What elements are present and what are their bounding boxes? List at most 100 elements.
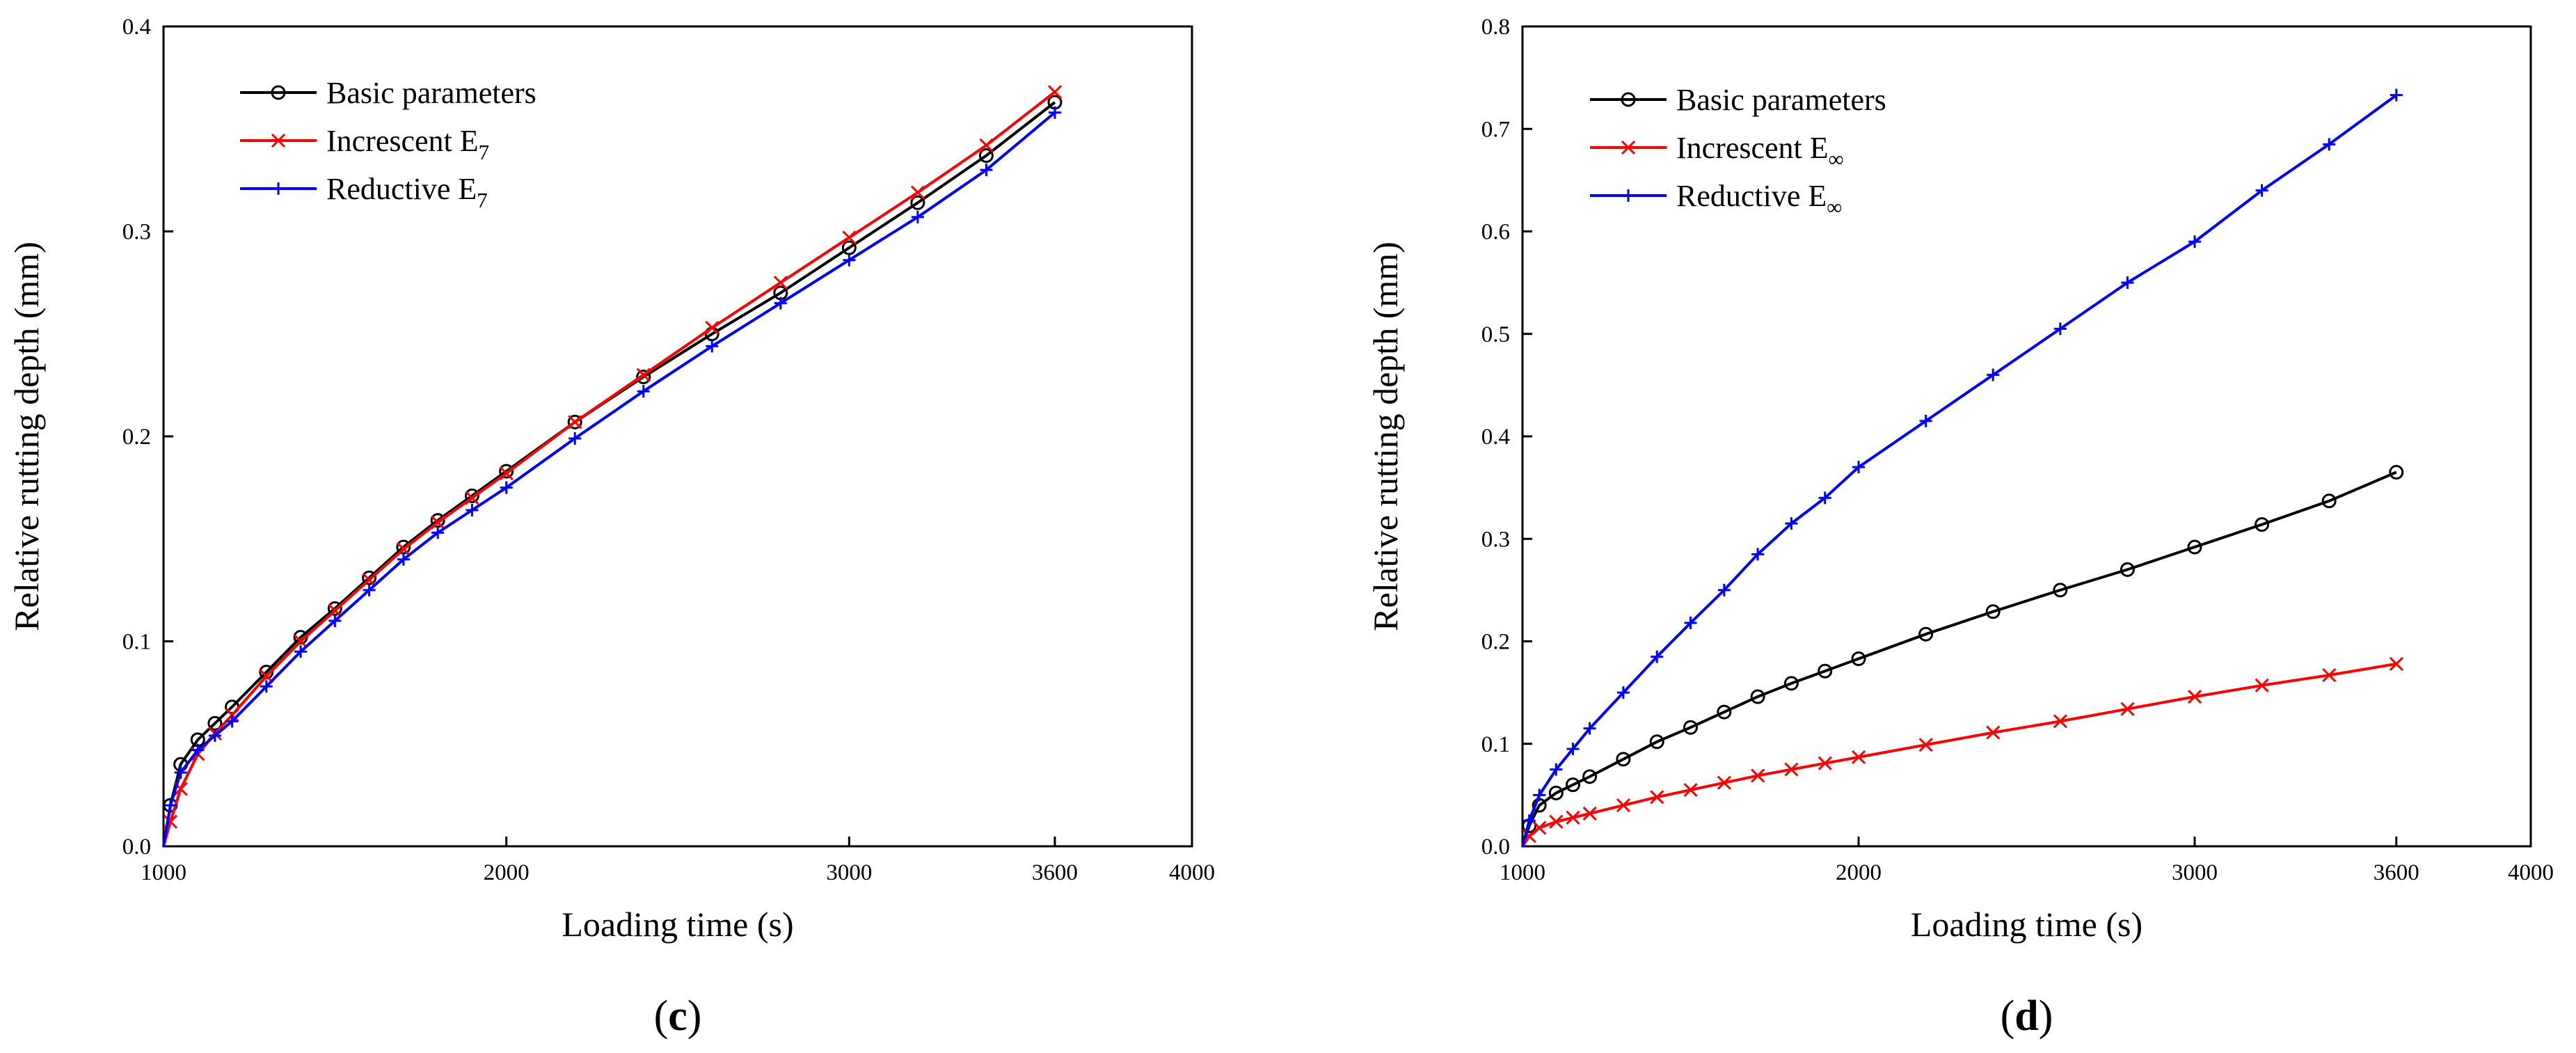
- legend-marker: [1621, 140, 1636, 155]
- series-line: [162, 101, 1056, 847]
- data-point: [2120, 562, 2135, 577]
- series-plus: [1521, 88, 2403, 847]
- data-point: [328, 603, 342, 618]
- data-point: [2053, 322, 2067, 335]
- data-point: [164, 799, 177, 812]
- data-point: [174, 766, 187, 779]
- series-x: [162, 85, 1062, 847]
- legend-label: Basic parameters: [1676, 83, 1886, 117]
- chart-d: 0.0 0.1 0.2 0.3 0.4 0.5 0.6 0.7 0.8 1000 2000 3000 3…: [1366, 15, 2554, 1040]
- data-point: [1683, 720, 1698, 735]
- x-axis-label: Loading time (s): [562, 905, 793, 944]
- data-point: [910, 195, 925, 210]
- plot-frame: [162, 25, 1193, 848]
- data-point: [1549, 814, 1564, 829]
- data-point: [2255, 517, 2270, 532]
- data-point: [1717, 583, 1731, 596]
- data-point: [2120, 702, 2135, 716]
- legend-entry: Basic parameters: [1590, 83, 1886, 117]
- data-point: [637, 385, 650, 398]
- data-point: [1533, 789, 1546, 802]
- data-point: [1683, 782, 1698, 798]
- y-tick-label: 0.4: [1481, 425, 1510, 450]
- data-point: [2321, 493, 2337, 509]
- data-point: [464, 488, 479, 503]
- series-line: [1521, 94, 2397, 847]
- data-point: [1784, 762, 1799, 777]
- data-point: [431, 526, 445, 539]
- data-point: [1616, 798, 1630, 813]
- y-axis-label: Relative rutting depth (mm): [1366, 242, 1405, 631]
- chart-c: 0.0 0.1 0.2 0.3 0.4 1000 2000 3000 3600 4000 Loadi…: [7, 15, 1215, 1040]
- data-point: [260, 680, 273, 693]
- series-line: [1521, 470, 2397, 847]
- data-point: [2390, 88, 2403, 102]
- data-point: [567, 414, 582, 429]
- data-point: [843, 253, 856, 267]
- data-point: [294, 645, 308, 658]
- data-point: [1650, 790, 1664, 805]
- data-point: [1684, 616, 1697, 629]
- data-point: [1919, 414, 1932, 427]
- data-point: [706, 340, 719, 353]
- legend-marker: [1621, 92, 1636, 107]
- data-point: [569, 432, 582, 445]
- data-point: [396, 541, 411, 557]
- data-point: [1783, 676, 1799, 691]
- x-tick-label: 4000: [2508, 860, 2554, 885]
- legend-label: Reductive E∞: [1676, 179, 1842, 219]
- y-axis-label: Relative rutting depth (mm): [7, 242, 46, 631]
- x-tick-label: 2000: [1836, 860, 1882, 885]
- data-point: [1751, 768, 1765, 783]
- x-tick-label: 3000: [826, 860, 872, 885]
- data-point: [499, 464, 514, 479]
- data-point: [2389, 465, 2404, 480]
- data-point: [1583, 722, 1596, 735]
- legend-entry: Basic parameters: [240, 76, 536, 110]
- x-tick-label: 3600: [2374, 860, 2419, 885]
- data-point: [499, 466, 514, 481]
- y-tick-label: 0.4: [122, 15, 151, 40]
- data-point: [1522, 814, 1536, 828]
- legend-entry: Reductive E7: [240, 172, 488, 212]
- data-point: [636, 367, 651, 382]
- data-point: [1047, 85, 1062, 100]
- plot-frame: [1521, 25, 2532, 848]
- data-point: [2255, 678, 2269, 692]
- data-point: [1851, 750, 1866, 764]
- data-point: [1582, 806, 1597, 821]
- data-point: [1785, 517, 1798, 530]
- y-tick-label: 0.5: [1481, 322, 1510, 347]
- data-point: [466, 504, 479, 517]
- panel-label: (d): [2001, 992, 2053, 1040]
- y-tick-label: 0.8: [1481, 15, 1510, 40]
- x-axis-label: Loading time (s): [1911, 905, 2142, 944]
- data-point: [191, 743, 205, 757]
- data-point: [294, 634, 308, 649]
- x-tick-label: 1000: [1500, 860, 1545, 885]
- data-point: [1532, 821, 1547, 835]
- data-point: [774, 296, 787, 310]
- data-point: [978, 148, 994, 164]
- data-point: [397, 553, 410, 566]
- data-point: [259, 665, 274, 680]
- data-point: [431, 515, 445, 530]
- data-point: [2389, 656, 2403, 671]
- data-point: [2187, 539, 2202, 555]
- x-tick-label: 2000: [484, 860, 530, 885]
- data-point: [1986, 725, 2001, 740]
- legend-label: Increscent E7: [326, 124, 489, 164]
- data-point: [225, 715, 239, 728]
- legend-label: Increscent E∞: [1676, 131, 1844, 171]
- x-tick-label: 4000: [1169, 860, 1215, 885]
- legend-marker: [271, 133, 286, 148]
- data-point: [1818, 663, 1833, 679]
- data-point: [1852, 461, 1865, 474]
- data-point: [568, 415, 582, 429]
- data-point: [2121, 276, 2134, 290]
- series-line: [162, 90, 1056, 847]
- data-point: [1918, 626, 1934, 642]
- data-point: [1717, 775, 1731, 790]
- data-point: [2323, 138, 2336, 151]
